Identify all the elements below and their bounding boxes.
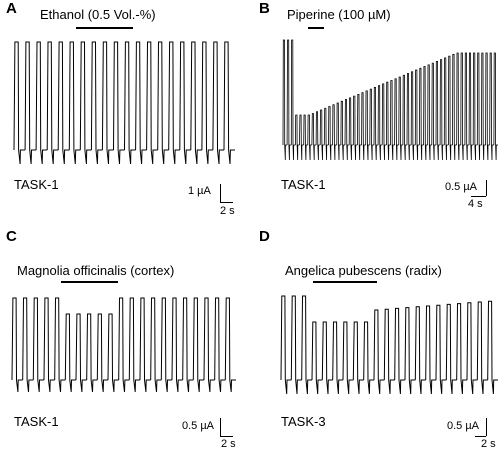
panel-letter: C xyxy=(6,228,17,245)
drug-label: Ethanol (0.5 Vol.-%) xyxy=(40,7,156,22)
scale-current-label: 0.5 µA xyxy=(182,420,215,432)
cell-type-label: TASK-3 xyxy=(281,414,326,429)
scale-time-label: 2 s xyxy=(220,205,235,217)
panel-letter: A xyxy=(6,0,17,17)
panel-d: D Angelica pubescens (radix) TASK-3 0.5 … xyxy=(253,228,498,450)
scale-current-line xyxy=(220,184,221,202)
scale-current-label: 0.5 µA xyxy=(447,420,480,432)
trace-path xyxy=(282,39,498,161)
panel-letter: D xyxy=(259,228,270,245)
panel-c: C Magnolia officinalis (cortex) TASK-1 0… xyxy=(0,228,245,450)
panel-a: A Ethanol (0.5 Vol.-%) TASK-1 1 µA 2 s xyxy=(0,0,245,222)
cell-type-label: TASK-1 xyxy=(14,414,59,429)
application-bar xyxy=(313,281,377,283)
trace-path xyxy=(13,41,235,165)
scale-current-line xyxy=(486,418,487,436)
application-bar xyxy=(308,27,324,29)
scale-current-line xyxy=(486,180,487,196)
scale-time-line xyxy=(220,436,233,437)
current-trace xyxy=(11,297,236,393)
panel-b: B Piperine (100 µM) TASK-1 0.5 µA 4 s xyxy=(253,0,498,222)
application-bar xyxy=(61,281,118,283)
scale-time-line xyxy=(471,196,486,197)
scale-time-line xyxy=(475,436,486,437)
drug-label: Magnolia officinalis (cortex) xyxy=(17,263,175,278)
trace-path xyxy=(11,297,236,393)
panel-letter: B xyxy=(259,0,270,17)
drug-label: Angelica pubescens (radix) xyxy=(285,263,442,278)
drug-label: Piperine (100 µM) xyxy=(287,7,391,22)
current-trace xyxy=(13,41,235,165)
scale-time-label: 4 s xyxy=(468,198,483,210)
cell-type-label: TASK-1 xyxy=(281,177,326,192)
scale-current-label: 0.5 µA xyxy=(445,181,478,193)
cell-type-label: TASK-1 xyxy=(14,177,59,192)
scale-time-label: 2 s xyxy=(221,438,236,450)
current-trace xyxy=(280,295,498,395)
scale-time-line xyxy=(220,202,233,203)
trace-path xyxy=(280,295,498,395)
current-trace xyxy=(282,39,498,161)
application-bar xyxy=(76,27,133,29)
scale-time-label: 2 s xyxy=(481,438,496,450)
scale-current-line xyxy=(220,418,221,436)
scale-current-label: 1 µA xyxy=(188,185,211,197)
